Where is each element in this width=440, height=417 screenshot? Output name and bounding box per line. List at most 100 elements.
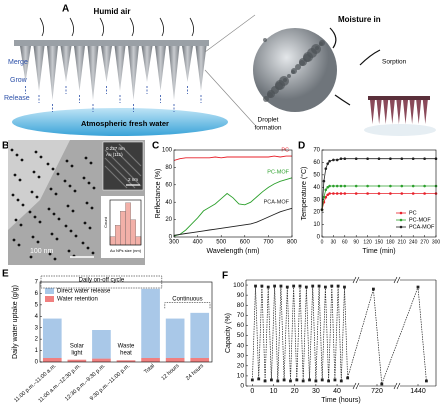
tem-region bbox=[8, 140, 70, 230]
line bbox=[321, 185, 436, 210]
y-tick-label: 80 bbox=[165, 165, 172, 171]
pore bbox=[263, 96, 269, 102]
y-tick-label: 0 bbox=[169, 235, 173, 241]
y-tick-label: 10 bbox=[237, 373, 245, 380]
particle bbox=[90, 206, 94, 210]
marker bbox=[389, 192, 392, 195]
pore bbox=[275, 80, 285, 90]
particle bbox=[38, 220, 42, 224]
particle bbox=[87, 181, 91, 185]
pore bbox=[303, 52, 313, 62]
marker bbox=[416, 285, 420, 289]
plot-frame bbox=[39, 281, 213, 363]
label: Au (111) bbox=[106, 152, 123, 157]
pink-cone bbox=[383, 100, 389, 124]
marker bbox=[377, 157, 381, 160]
bar-segment bbox=[67, 359, 87, 362]
pink-cone bbox=[396, 100, 402, 124]
marker bbox=[322, 179, 326, 183]
y-axis-label: Temperature (°C) bbox=[300, 167, 308, 221]
marker bbox=[328, 192, 331, 195]
marker bbox=[400, 184, 404, 188]
label: 0.227 nm bbox=[106, 146, 125, 151]
label: Sorption bbox=[382, 59, 407, 66]
cone bbox=[101, 46, 112, 82]
annotation: Continuous bbox=[172, 297, 202, 303]
marker bbox=[292, 284, 296, 288]
particle bbox=[33, 215, 37, 219]
x-tick-label: 30 bbox=[312, 388, 320, 395]
particle bbox=[37, 175, 41, 179]
particle bbox=[55, 237, 59, 241]
marker bbox=[335, 192, 339, 195]
y-tick-label: 0 bbox=[240, 383, 244, 390]
cone bbox=[87, 46, 99, 100]
particle bbox=[31, 235, 35, 239]
particle bbox=[53, 257, 57, 261]
cone bbox=[47, 46, 58, 100]
x-axis-label: Wavelength (nm) bbox=[206, 248, 259, 255]
pore bbox=[283, 78, 287, 82]
annotation: Daily on-off cycle bbox=[79, 278, 125, 284]
marker bbox=[372, 287, 375, 291]
marker bbox=[279, 284, 283, 288]
base bbox=[364, 124, 436, 136]
zoom-lines bbox=[204, 14, 256, 126]
marker bbox=[298, 284, 302, 288]
y-tick-label: 40 bbox=[313, 185, 320, 191]
x-tick-label: 300 bbox=[169, 240, 180, 246]
panel-label: F bbox=[222, 271, 228, 282]
panel-label: E bbox=[2, 269, 9, 280]
pore bbox=[267, 90, 275, 98]
y-axis-label: Count bbox=[103, 216, 108, 228]
particle bbox=[52, 212, 56, 216]
cycle-box bbox=[40, 275, 163, 289]
label: Merge bbox=[8, 59, 28, 66]
particle bbox=[56, 172, 60, 176]
x-tick-label: 180 bbox=[386, 239, 395, 245]
x-tick-label: 240 bbox=[409, 239, 418, 245]
y-tick-label: 40 bbox=[165, 200, 172, 206]
x-tick-label: 20 bbox=[291, 388, 299, 395]
particle bbox=[47, 207, 51, 211]
water bbox=[12, 108, 228, 136]
marker bbox=[336, 284, 340, 288]
marker bbox=[335, 184, 339, 188]
marker bbox=[304, 285, 308, 289]
particle bbox=[73, 189, 77, 193]
line bbox=[252, 286, 427, 385]
air-arrow bbox=[39, 17, 44, 37]
line bbox=[173, 155, 292, 161]
cone bbox=[60, 46, 72, 82]
marker bbox=[411, 192, 415, 195]
x-tick-label: 500 bbox=[216, 240, 227, 246]
pink-array bbox=[370, 100, 428, 124]
y-tick-label: 90 bbox=[237, 292, 245, 299]
annotation: light bbox=[71, 351, 82, 357]
y-tick-label: 20 bbox=[237, 363, 245, 370]
bar-segment bbox=[92, 330, 111, 359]
y-tick-label: 10 bbox=[313, 222, 320, 228]
annotation: Waste bbox=[118, 344, 135, 350]
pore bbox=[287, 74, 291, 78]
x-tick-label: 300 bbox=[432, 239, 440, 245]
bar-segment bbox=[42, 318, 62, 358]
marker bbox=[411, 184, 415, 188]
particle bbox=[88, 226, 92, 230]
marker bbox=[308, 378, 311, 382]
marker bbox=[273, 284, 276, 288]
x-tick-label: 40 bbox=[333, 388, 341, 395]
x-tick-label: 1440 bbox=[410, 388, 426, 395]
lattice bbox=[104, 143, 142, 189]
legend-label: Direct water release bbox=[57, 289, 111, 295]
pink-cone bbox=[389, 100, 395, 124]
y-tick-label: 2 bbox=[35, 337, 39, 343]
series-label: PC-MOF bbox=[267, 169, 289, 175]
marker bbox=[354, 157, 358, 160]
cone bbox=[74, 46, 85, 91]
legend-label: PCA-MOF bbox=[409, 224, 435, 230]
cone bbox=[114, 46, 126, 91]
histogram-bar bbox=[135, 236, 142, 246]
